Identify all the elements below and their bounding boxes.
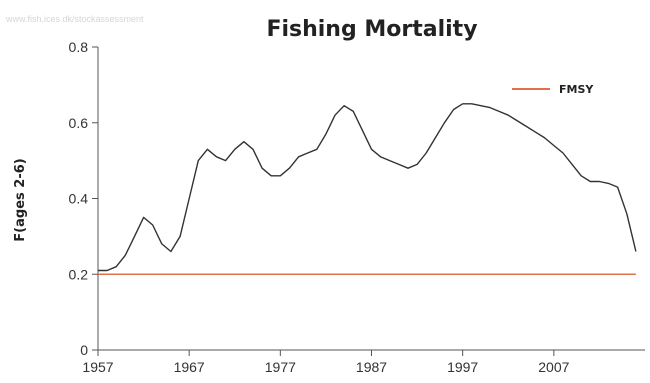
x-tick-label: 1997 <box>447 359 478 375</box>
watermark-text: www.fish.ices.dk/stockassessment <box>5 14 144 24</box>
y-tick-label: 0.4 <box>69 191 89 207</box>
x-tick-label: 1967 <box>174 359 205 375</box>
plot-area <box>98 103 637 275</box>
axes: 0 0.2 0.4 0.6 0.8 1957 1967 1977 1987 1997 2007 <box>69 39 645 375</box>
series-line-f <box>98 103 637 272</box>
y-tick-label: 0 <box>80 342 88 358</box>
y-tick-label: 0.6 <box>69 115 89 131</box>
x-tick-label: 2007 <box>538 359 569 375</box>
x-tick-label: 1977 <box>265 359 296 375</box>
x-tick-label: 1957 <box>82 359 113 375</box>
y-tick-label: 0.8 <box>69 39 89 55</box>
legend: FMSY <box>512 83 594 96</box>
chart-title: Fishing Mortality <box>266 17 477 42</box>
y-axis-title: F(ages 2-6) <box>13 158 28 241</box>
legend-label-fmsy: FMSY <box>559 83 594 96</box>
x-tick-label: 1987 <box>356 359 387 375</box>
y-tick-label: 0.2 <box>69 266 89 282</box>
